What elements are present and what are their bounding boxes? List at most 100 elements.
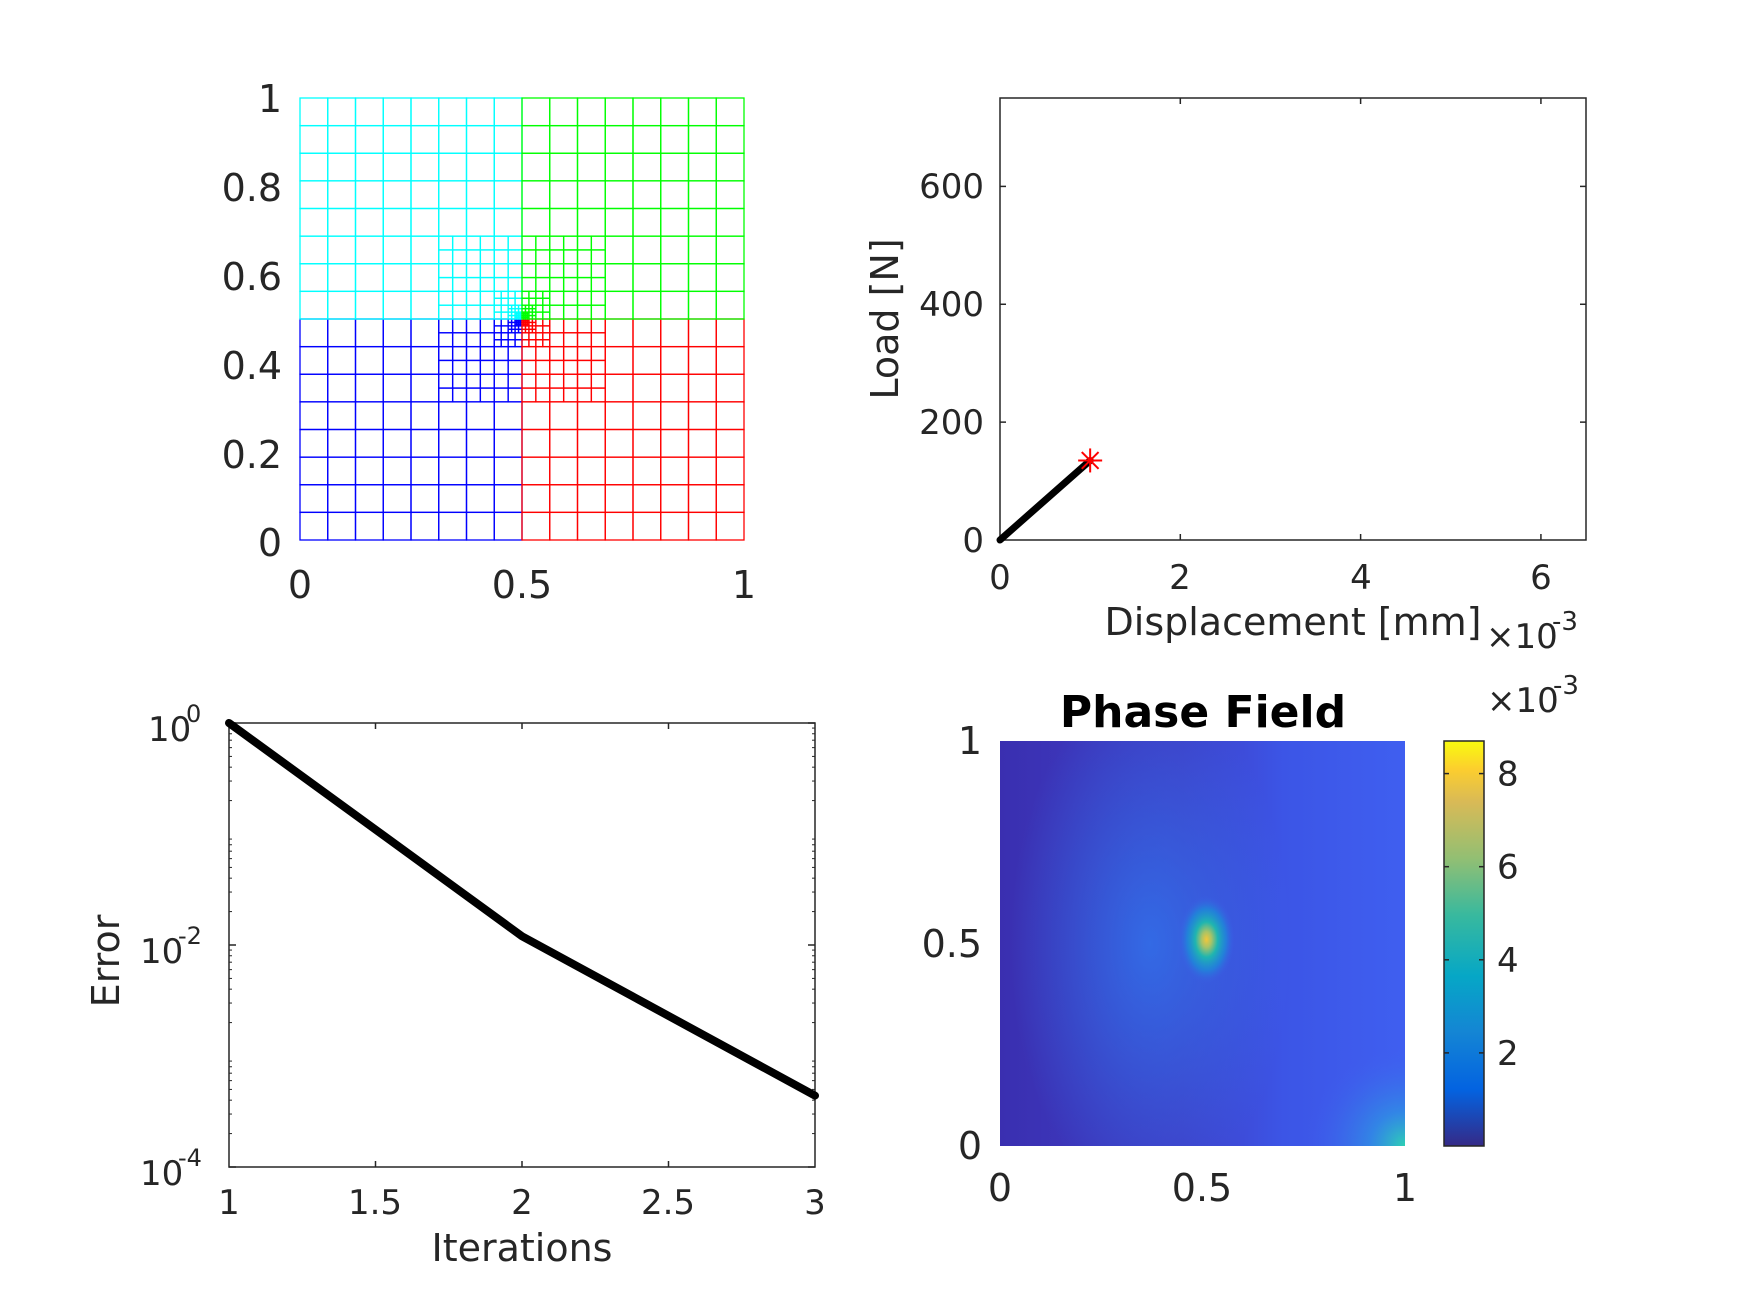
mesh-cell xyxy=(576,249,593,265)
mesh-cell xyxy=(438,207,468,237)
mesh-cell xyxy=(632,428,662,458)
mesh-cell xyxy=(354,484,384,514)
mesh-cell xyxy=(549,249,565,265)
mesh-cell xyxy=(354,97,384,127)
mesh-cell xyxy=(465,373,482,389)
mesh-cell xyxy=(604,263,634,293)
mesh-cell xyxy=(493,401,523,431)
mesh-cell xyxy=(535,304,544,313)
mesh-cell xyxy=(493,249,509,265)
mesh-cell xyxy=(576,290,593,306)
mesh-cell xyxy=(507,359,523,375)
load-x-exponent-label: ×10 xyxy=(1486,617,1558,657)
mesh-cell xyxy=(528,332,537,341)
mesh-cell xyxy=(465,207,495,237)
mesh-cell xyxy=(542,318,551,327)
mesh-cell xyxy=(632,180,662,210)
mesh-cell xyxy=(299,318,329,348)
mesh-cell xyxy=(354,345,384,375)
mesh-cell xyxy=(438,428,468,458)
mesh-cell xyxy=(451,290,468,306)
mesh-cell xyxy=(299,97,329,127)
mesh-cell xyxy=(410,152,440,182)
mesh-cell xyxy=(438,484,468,514)
mesh-cell xyxy=(479,290,495,306)
mesh-x-tick-label: 0 xyxy=(288,563,312,607)
mesh-cell xyxy=(549,387,565,403)
mesh-cell xyxy=(521,263,537,279)
mesh-cell xyxy=(521,359,537,375)
mesh-cell xyxy=(382,511,412,541)
mesh-cell xyxy=(562,276,579,293)
mesh-cell xyxy=(604,124,634,154)
mesh-cell xyxy=(562,235,579,251)
mesh-cell xyxy=(507,345,523,362)
mesh-cell xyxy=(479,318,495,334)
phase-field-band xyxy=(1010,741,1290,1146)
mesh-cell xyxy=(590,304,606,320)
error-y-tick-exponent: -4 xyxy=(178,1144,202,1172)
mesh-cell xyxy=(576,484,606,514)
mesh-cell xyxy=(590,318,606,334)
mesh-cell xyxy=(465,511,495,541)
mesh-cell xyxy=(493,207,523,237)
mesh-cell xyxy=(632,345,662,375)
mesh-cell xyxy=(562,373,579,389)
mesh-cell xyxy=(327,373,357,403)
mesh-cell xyxy=(562,332,579,348)
mesh-cell xyxy=(479,332,495,348)
mesh-cell xyxy=(493,97,523,127)
mesh-cell xyxy=(382,428,412,458)
mesh-cell xyxy=(590,235,606,251)
mesh-cell xyxy=(451,359,468,375)
mesh-cell xyxy=(507,290,516,299)
mesh-cell xyxy=(493,359,509,375)
mesh-x-tick-label: 0.5 xyxy=(492,563,552,607)
mesh-cell xyxy=(465,401,495,431)
mesh-cell xyxy=(542,311,551,320)
mesh-cell xyxy=(521,152,551,182)
mesh-cell xyxy=(715,235,745,265)
mesh-cell xyxy=(535,339,544,348)
mesh-cell xyxy=(382,401,412,431)
mesh-cell xyxy=(382,373,412,403)
mesh-cell xyxy=(604,97,634,127)
mesh-cell xyxy=(507,235,523,251)
mesh-cell xyxy=(299,235,329,265)
mesh-cell xyxy=(687,484,717,514)
mesh-cell xyxy=(576,401,606,431)
load-x-tick-label: 6 xyxy=(1530,558,1552,598)
mesh-cell xyxy=(438,359,454,375)
mesh-cell xyxy=(500,339,509,348)
mesh-cell xyxy=(410,263,440,293)
colorbar-tick-label: 6 xyxy=(1497,848,1519,888)
error-y-tick-exponent: 0 xyxy=(186,700,201,728)
mesh-cell xyxy=(687,428,717,458)
mesh-cell xyxy=(590,359,606,375)
mesh-cell xyxy=(715,511,745,541)
mesh-panel: 0 0.5 1 0 0.2 0.4 0.6 0.8 1 xyxy=(222,77,757,607)
mesh-cell xyxy=(500,304,509,313)
mesh-cell xyxy=(299,456,329,486)
mesh-cell xyxy=(465,332,482,348)
phase-field-peak xyxy=(1178,895,1235,984)
mesh-cell xyxy=(514,339,523,348)
mesh-cell xyxy=(660,207,690,237)
mesh-cell xyxy=(354,428,384,458)
mesh-cell xyxy=(514,297,523,306)
mesh-cell xyxy=(549,318,565,334)
mesh-cell xyxy=(632,373,662,403)
phase-field-y-tick-label: 0.5 xyxy=(922,922,982,966)
mesh-cell xyxy=(576,235,593,251)
mesh-cell xyxy=(590,249,606,265)
load-x-axis-label: Displacement [mm] xyxy=(1105,600,1482,644)
mesh-cell xyxy=(604,318,634,348)
load-x-tick-label: 4 xyxy=(1350,558,1372,598)
mesh-cell xyxy=(479,276,495,293)
mesh-cell xyxy=(632,235,662,265)
mesh-y-tick-labels: 0 0.2 0.4 0.6 0.8 1 xyxy=(222,77,282,565)
mesh-cell xyxy=(500,332,509,341)
load-tick-marks xyxy=(1000,98,1586,540)
mesh-cell xyxy=(438,387,454,403)
mesh-cell xyxy=(521,332,530,341)
